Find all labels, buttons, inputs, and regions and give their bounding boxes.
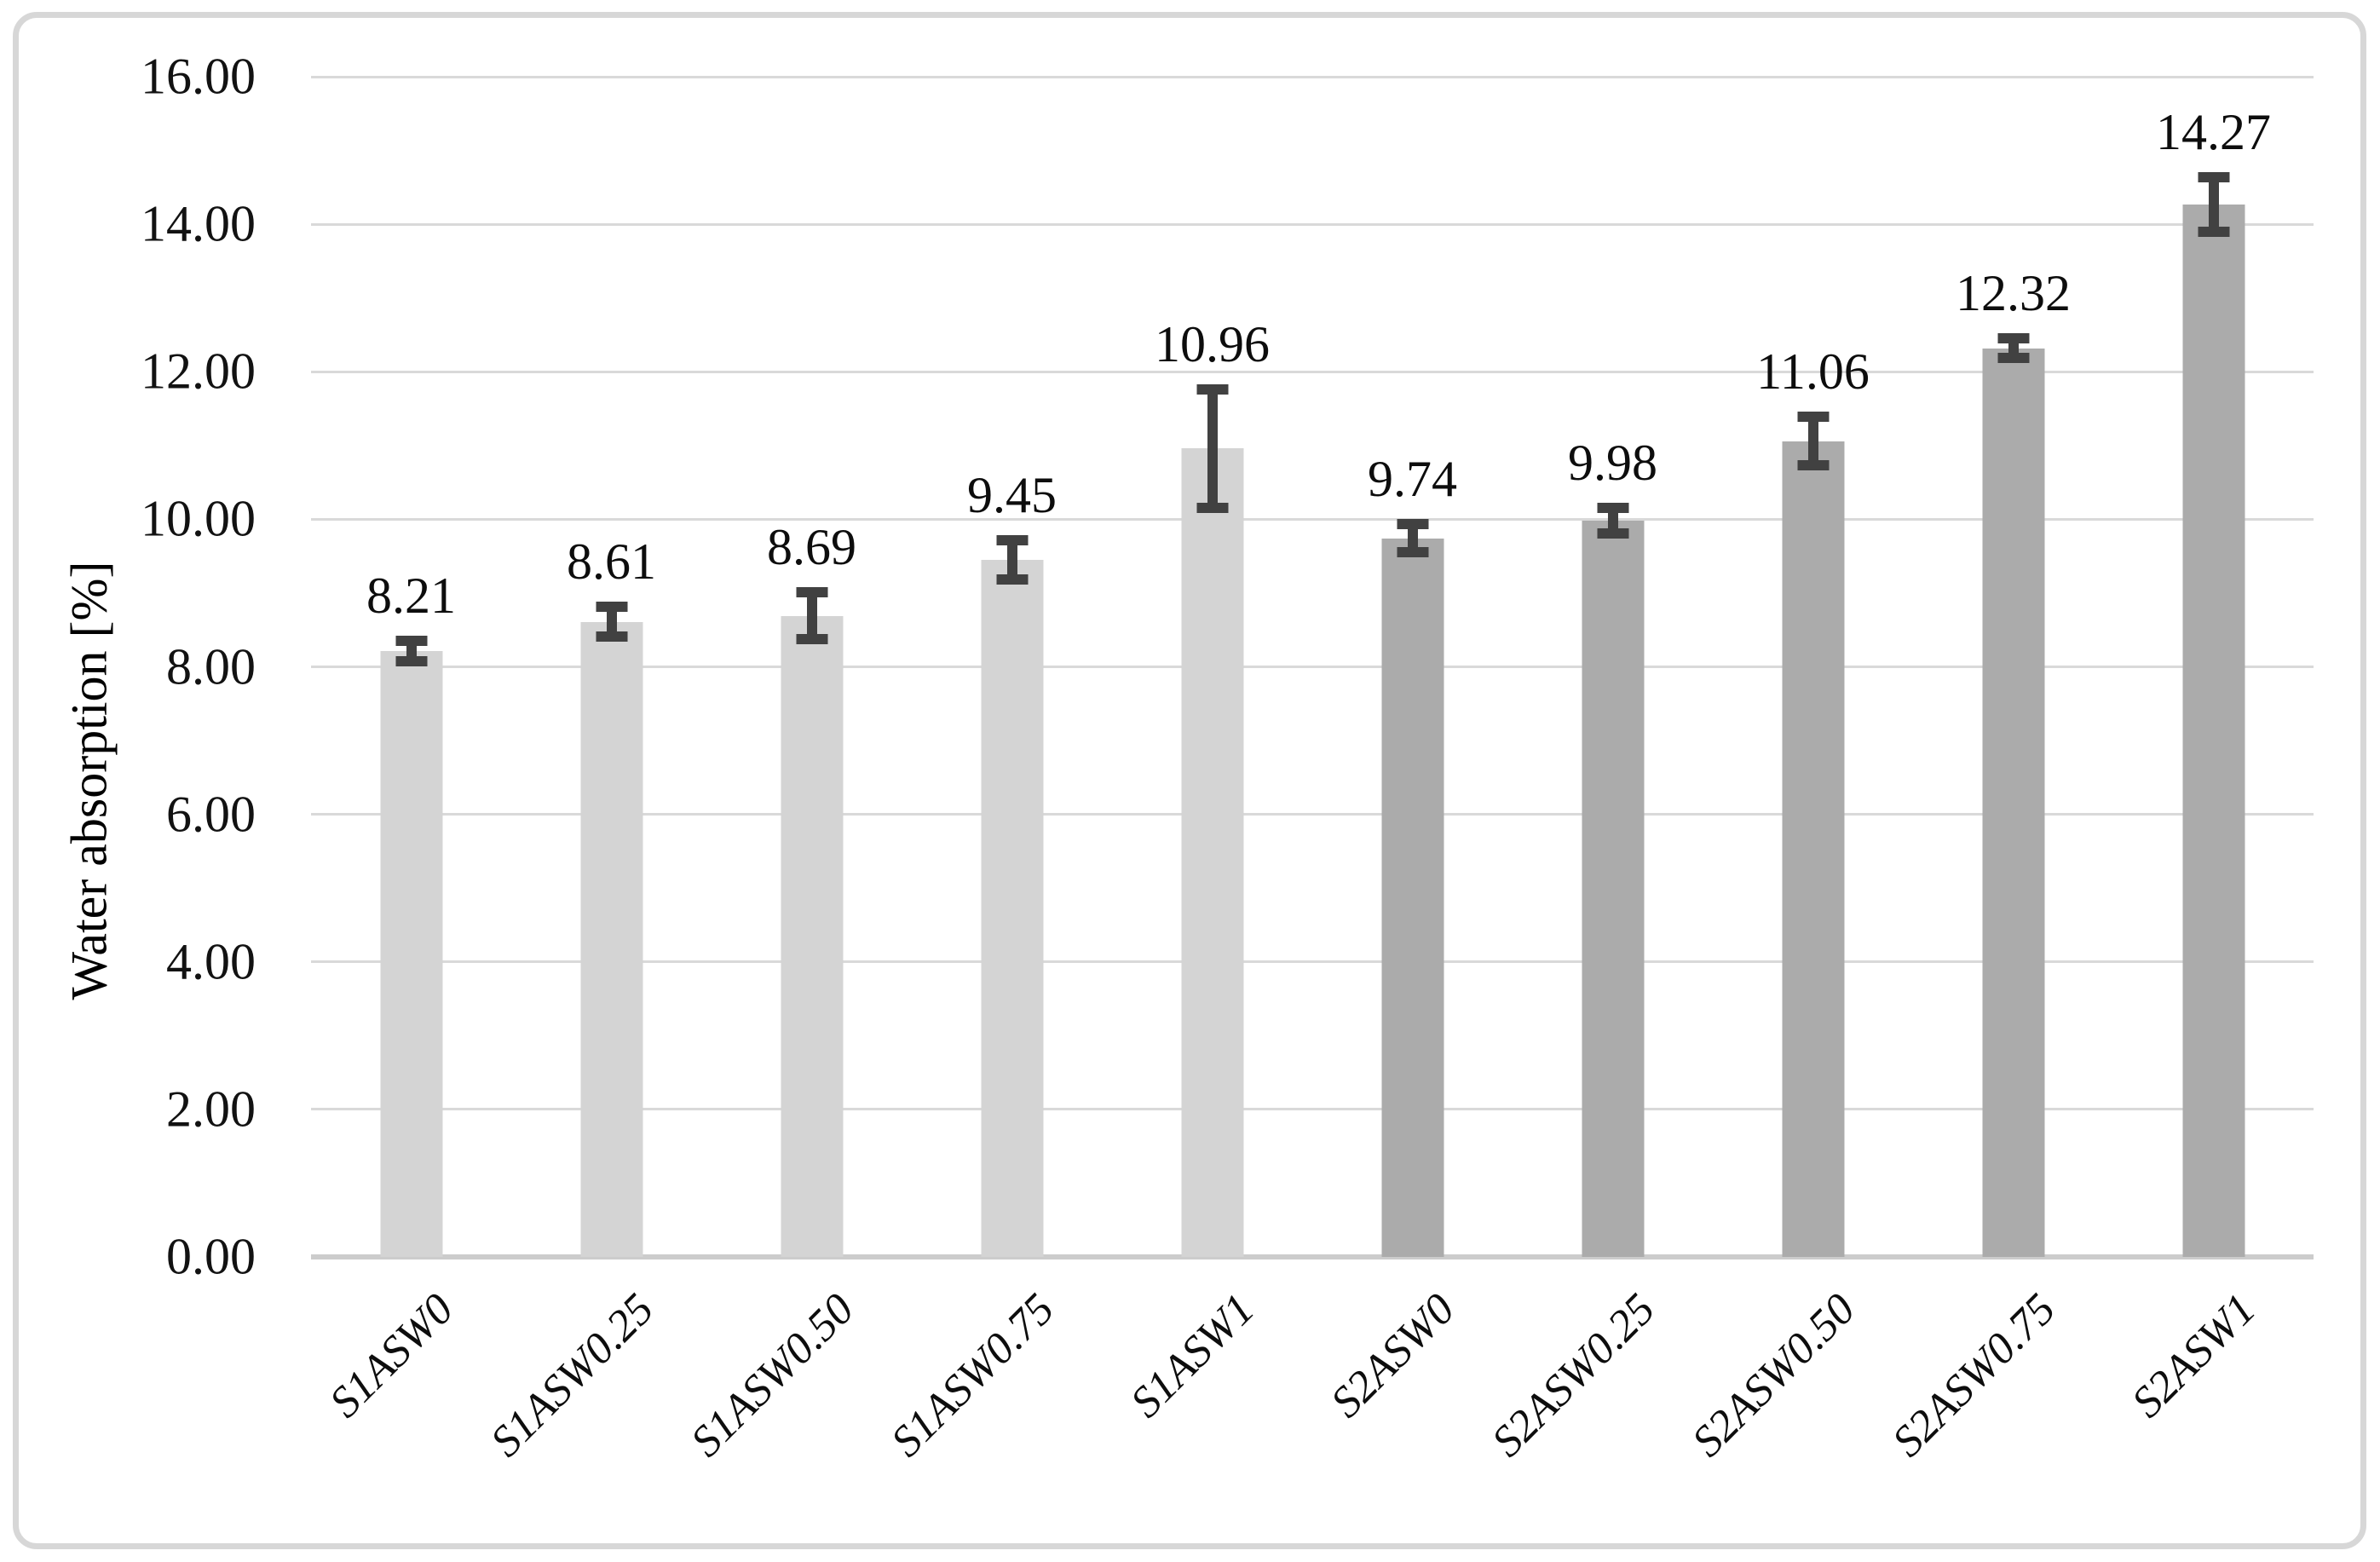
error-bar-bottom-cap (596, 631, 627, 643)
y-axis-tick-label: 12.00 (141, 343, 256, 400)
gridline (311, 813, 2314, 816)
category-slot: 11.06 S2ASW0.50 (1684, 77, 1913, 1467)
error-bar-bottom-cap (395, 656, 427, 667)
bar (2182, 204, 2245, 1257)
error-bar-bottom-cap (796, 634, 827, 645)
plot-area: 8.21 S1ASW0 8.61 S1ASW0.25 8.69 S1ASW0.50 9.45… (311, 75, 2314, 1467)
bar (1782, 441, 1844, 1257)
error-bar-top-cap (395, 636, 427, 647)
bar-value-label: 10.96 (1155, 316, 1270, 373)
category-slot: 14.27 S2ASW1 (2113, 77, 2314, 1427)
error-bar-bottom-cap (1196, 502, 1228, 513)
bar (1181, 448, 1243, 1257)
error-bar-stem (2208, 176, 2219, 232)
bar-slots-layer: 8.21 S1ASW0 8.61 S1ASW0.25 8.69 S1ASW0.50 9.45… (311, 77, 2314, 1467)
x-axis-line (311, 1254, 2314, 1259)
bar-value-label: 8.61 (567, 533, 656, 591)
error-bar-stem (606, 607, 617, 637)
error-bar-top-cap (1196, 384, 1228, 395)
bar-value-label: 11.06 (1756, 343, 1870, 401)
category-slot: 9.74 S2ASW0 (1312, 77, 1513, 1427)
y-axis-tick-label: 10.00 (141, 490, 256, 547)
gridline (311, 370, 2314, 373)
category-slot: 8.21 S1ASW0 (311, 77, 511, 1427)
error-bar-top-cap (2198, 171, 2229, 182)
bar (1982, 348, 2044, 1257)
bar (1582, 521, 1644, 1257)
bar-value-label: 8.69 (767, 519, 856, 576)
y-axis-tick-label: 0.00 (166, 1228, 256, 1285)
error-bar-bottom-cap (2198, 226, 2229, 237)
category-slot: 10.96 S1ASW1 (1112, 77, 1312, 1427)
category-slot: 8.61 S1ASW0.25 (482, 77, 712, 1466)
category-slot: 9.98 S2ASW0.25 (1484, 77, 1713, 1466)
error-bar-top-cap (1997, 333, 2029, 344)
gridline (311, 960, 2314, 964)
gridline (311, 1108, 2314, 1111)
bar (380, 651, 442, 1257)
error-bar-bottom-cap (1597, 527, 1628, 539)
bar (580, 621, 643, 1257)
bar-value-label: 12.32 (1956, 265, 2071, 322)
error-bar-stem (406, 641, 417, 662)
bar (981, 559, 1043, 1257)
gridline (311, 517, 2314, 521)
error-bar-bottom-cap (996, 574, 1028, 585)
y-axis-tick-label: 16.00 (141, 48, 256, 105)
y-axis-tick-label: 6.00 (166, 786, 256, 843)
error-bar-bottom-cap (1797, 460, 1829, 471)
gridline (311, 222, 2314, 226)
bar-value-label: 14.27 (2156, 103, 2271, 160)
gridline (311, 75, 2314, 78)
bar-value-label: 9.98 (1568, 435, 1657, 492)
error-bar-top-cap (596, 602, 627, 613)
error-bar-top-cap (1397, 519, 1428, 530)
y-axis-tick-label: 8.00 (166, 638, 256, 695)
error-bar-stem (1207, 389, 1218, 508)
bar-value-label: 9.45 (967, 466, 1057, 523)
y-axis-tick-labels: 16.00 14.00 12.00 10.00 8.00 6.00 4.00 2.00 0.00 (0, 49, 256, 1285)
error-bar-top-cap (1797, 412, 1829, 423)
error-bar-top-cap (796, 587, 827, 598)
error-bar-stem (1006, 539, 1017, 580)
category-slot: 12.32 S2ASW0.75 (1884, 77, 2113, 1466)
bar (781, 615, 843, 1257)
error-bar-stem (806, 592, 817, 640)
error-bar-bottom-cap (1997, 352, 2029, 363)
error-bar-stem (1807, 417, 1818, 466)
error-bar-stem (1607, 508, 1618, 533)
bar (1381, 538, 1444, 1257)
error-bar-stem (1407, 524, 1418, 553)
bar-value-label: 9.74 (1368, 451, 1457, 508)
y-axis-tick-label: 2.00 (166, 1081, 256, 1138)
bar-value-label: 8.21 (366, 568, 456, 625)
y-axis-tick-label: 14.00 (141, 195, 256, 252)
error-bar-top-cap (996, 534, 1028, 545)
error-bar-top-cap (1597, 503, 1628, 514)
y-axis-tick-label: 4.00 (166, 933, 256, 990)
gridline (311, 666, 2314, 668)
error-bar-bottom-cap (1397, 547, 1428, 558)
category-slot: 9.45 S1ASW0.75 (883, 77, 1112, 1467)
category-slot: 8.69 S1ASW0.50 (683, 77, 912, 1467)
